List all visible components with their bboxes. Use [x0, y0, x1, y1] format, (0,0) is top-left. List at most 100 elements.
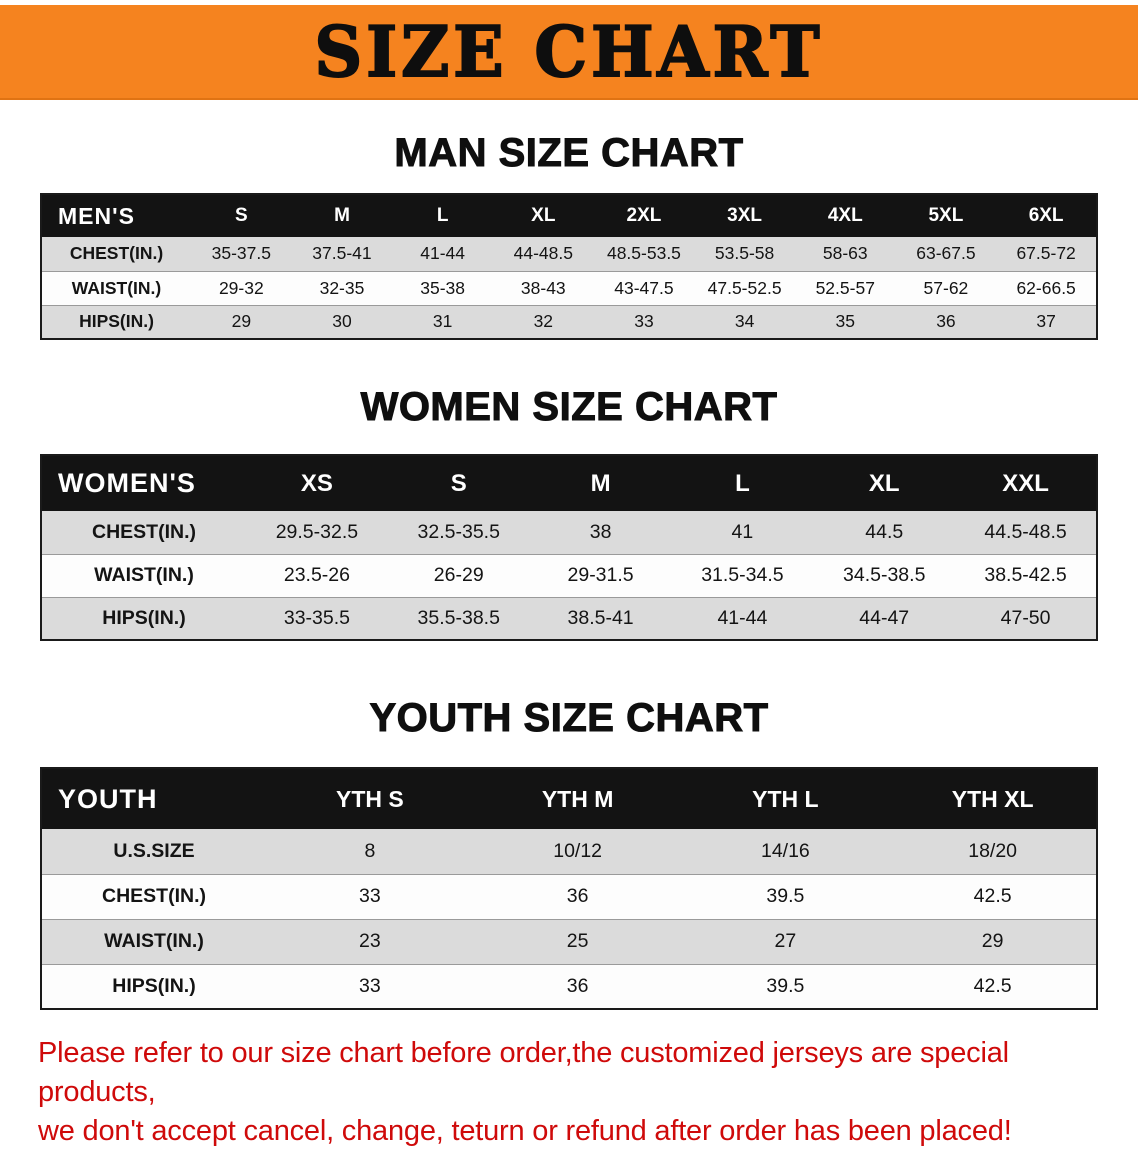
banner: SIZE CHART [0, 5, 1138, 100]
measurement-value: 42.5 [973, 974, 1012, 997]
size-column-header: S [387, 455, 530, 511]
measurement-value: 35 [835, 311, 855, 332]
table-title-cell: WOMEN'S [41, 455, 246, 511]
measurement-value: 33 [359, 974, 381, 997]
measurement-value: 32 [533, 311, 554, 332]
measurement-value: 39.5 [766, 885, 805, 907]
measurement-value: 38-43 [520, 277, 566, 298]
measurement-value: 67.5-72 [1016, 243, 1076, 264]
measurement-value: 29-31.5 [567, 564, 634, 586]
size-column-header: YTH XL [889, 768, 1097, 829]
measurement-row: WAIST(IN.) 23.5-26 26-29 29-31.5 31.5-34.5 34… [41, 554, 1097, 597]
size-column-header: 5XL [895, 194, 997, 237]
measurement-row-label: CHEST(IN.) [102, 885, 206, 907]
men-size-table: MEN'S S M L XL 2XL 3XL 4XL 5XL 6XL CHEST(IN.) 35-37… [40, 193, 1098, 340]
measurement-value: 38 [589, 520, 612, 543]
measurement-row-label: HIPS(IN.) [79, 311, 154, 332]
measurement-value: 42.5 [973, 885, 1012, 907]
measurement-value: 14/16 [760, 839, 810, 862]
measurement-row-label: CHEST(IN.) [69, 243, 164, 264]
measurement-value: 33-35.5 [283, 606, 350, 629]
size-column-header: L [671, 455, 814, 511]
measurement-row: CHEST(IN.) 33 36 39.5 42.5 [41, 874, 1097, 919]
size-column-header: YTH L [681, 768, 890, 829]
measurement-value: 36 [566, 974, 589, 997]
measurement-value: 52.5-57 [815, 277, 875, 298]
measurement-row-label: CHEST(IN.) [92, 520, 196, 543]
measurement-row: CHEST(IN.) 29.5-32.5 32.5-35.5 38 41 44.5 44.5… [41, 511, 1097, 554]
size-column-header: 2XL [593, 194, 695, 237]
measurement-row: WAIST(IN.) 29-32 32-35 35-38 38-43 43-47.5 47.… [41, 271, 1097, 305]
measurement-value: 37 [1036, 311, 1056, 332]
measurement-value: 57-62 [923, 277, 969, 298]
measurement-value: 18/20 [968, 839, 1018, 862]
size-column-header: L [392, 194, 493, 237]
size-column-header: 6XL [996, 194, 1097, 237]
table-header-row: MEN'S S M L XL 2XL 3XL 4XL 5XL 6XL [41, 194, 1097, 237]
measurement-value: 44-48.5 [513, 243, 573, 264]
measurement-value: 34 [734, 311, 755, 332]
measurement-row-label: WAIST(IN.) [94, 564, 194, 586]
table-header-row: WOMEN'S XS S M L XL XXL [41, 455, 1097, 511]
measurement-value: 48.5-53.5 [606, 243, 681, 264]
measurement-value: 36 [566, 885, 589, 907]
measurement-value: 39.5 [766, 974, 805, 997]
measurement-value: 32-35 [319, 277, 365, 298]
men-size-section: MAN SIZE CHART MEN'S S M L XL 2XL 3XL 4XL 5XL 6XL… [0, 130, 1138, 340]
measurement-value: 41-44 [420, 243, 466, 264]
women-section-heading: WOMEN SIZE CHART [360, 385, 778, 430]
measurement-value: 44-47 [859, 606, 910, 629]
measurement-value: 25 [566, 930, 589, 952]
size-chart-page: SIZE CHART MAN SIZE CHART MEN'S S M L XL 2XL 3… [0, 5, 1138, 1151]
measurement-row-label: WAIST(IN.) [71, 277, 162, 298]
measurement-value: 33 [359, 885, 381, 907]
table-title-cell: YOUTH [41, 768, 266, 829]
measurement-value: 29 [231, 311, 252, 332]
measurement-row: HIPS(IN.) 33-35.5 35.5-38.5 38.5-41 41-44 44-… [41, 597, 1097, 640]
youth-size-section: YOUTH SIZE CHART YOUTH YTH S YTH M YTH L YTH… [0, 695, 1138, 1010]
measurement-value: 33 [634, 311, 654, 332]
measurement-value: 35.5-38.5 [417, 606, 500, 629]
measurement-row: U.S.SIZE 8 10/12 14/16 18/20 [41, 829, 1097, 874]
size-column-header: YTH S [266, 768, 474, 829]
size-column-header: XS [246, 455, 388, 511]
measurement-value: 43-47.5 [614, 277, 674, 298]
disclaimer-line-1: Please refer to our size chart before or… [38, 1037, 1009, 1109]
measurement-value: 34.5-38.5 [843, 564, 926, 586]
measurement-value: 53.5-58 [714, 243, 775, 264]
measurement-value: 23 [359, 930, 381, 952]
measurement-row: HIPS(IN.) 33 36 39.5 42.5 [41, 964, 1097, 1009]
table-title-cell: MEN'S [41, 194, 191, 237]
youth-size-table: YOUTH YTH S YTH M YTH L YTH XL U.S.SIZE 8 10/12… [40, 767, 1098, 1010]
size-column-header: M [291, 194, 393, 237]
measurement-value: 27 [774, 930, 797, 952]
measurement-value: 23.5-26 [283, 564, 350, 586]
women-size-section: WOMEN SIZE CHART WOMEN'S XS S M L XL XXL CHEST(… [0, 384, 1138, 641]
measurement-value: 26-29 [433, 564, 484, 586]
banner-title: SIZE CHART [314, 10, 824, 93]
measurement-value: 10/12 [553, 839, 603, 862]
measurement-row-label: HIPS(IN.) [102, 606, 186, 629]
measurement-value: 36 [936, 311, 956, 332]
measurement-value: 44.5-48.5 [984, 520, 1067, 543]
measurement-value: 31.5-34.5 [701, 564, 784, 586]
youth-section-heading: YOUTH SIZE CHART [369, 696, 769, 741]
measurement-value: 44.5 [865, 520, 904, 543]
size-column-header: XL [813, 455, 956, 511]
size-column-header: 4XL [794, 194, 896, 237]
measurement-value: 8 [364, 839, 376, 862]
measurement-row: HIPS(IN.) 29 30 31 32 33 34 35 36 37 [41, 305, 1097, 339]
disclaimer-note: Please refer to our size chart before or… [38, 1034, 1100, 1151]
measurement-row-label: HIPS(IN.) [112, 974, 196, 997]
measurement-value: 38.5-41 [567, 606, 634, 629]
size-column-header: M [529, 455, 672, 511]
measurement-row-label: U.S.SIZE [113, 839, 195, 862]
measurement-row-label: WAIST(IN.) [104, 930, 204, 952]
measurement-value: 29 [981, 930, 1004, 952]
measurement-value: 29.5-32.5 [275, 520, 359, 543]
measurement-value: 47-50 [1000, 606, 1051, 629]
measurement-value: 29-32 [218, 277, 264, 298]
measurement-value: 58-63 [822, 243, 868, 264]
measurement-value: 62-66.5 [1016, 277, 1076, 298]
size-column-header: 3XL [694, 194, 795, 237]
